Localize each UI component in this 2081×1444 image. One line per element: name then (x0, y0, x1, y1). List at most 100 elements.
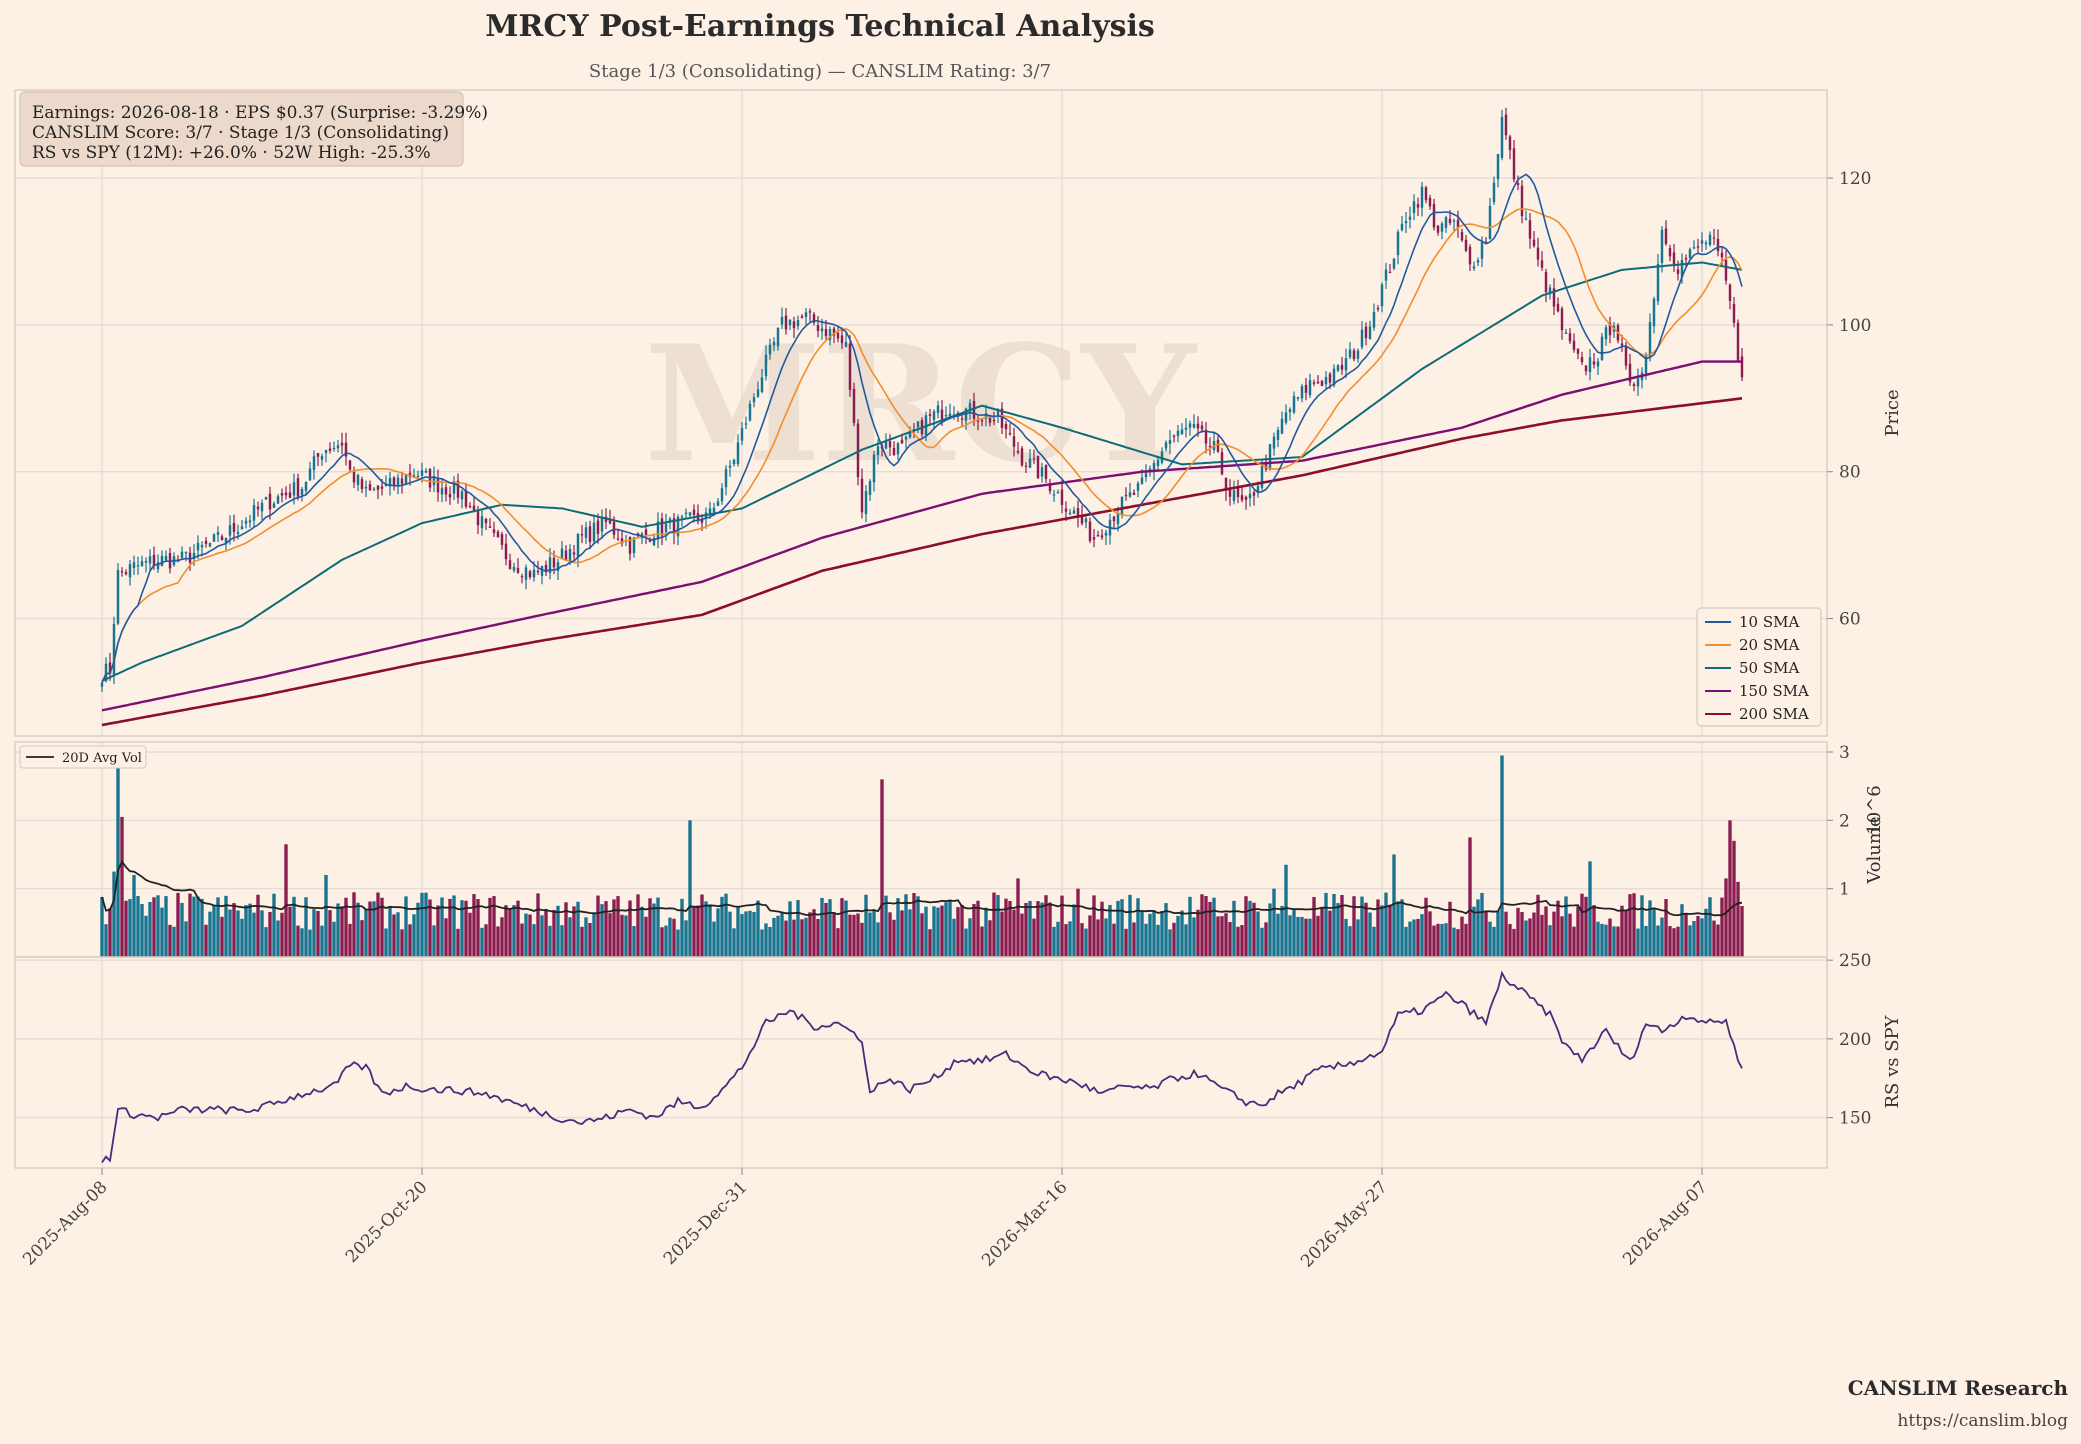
volume-bar (1372, 926, 1376, 957)
volume-bar (484, 924, 488, 957)
candle-body (1708, 234, 1712, 245)
candle-body (200, 545, 204, 548)
volume-bar (1064, 924, 1068, 957)
volume-bar (784, 920, 788, 957)
candle-body (1168, 440, 1172, 444)
candle-body (1476, 260, 1480, 263)
volume-bar (1196, 909, 1200, 957)
volume-bar (1592, 905, 1596, 957)
candle-body (160, 555, 164, 567)
volume-bar (644, 916, 648, 957)
candle-body (1536, 247, 1540, 260)
candle-body (1336, 365, 1340, 371)
volume-bar (1256, 911, 1260, 957)
info-line-rs: RS vs SPY (12M): +26.0% · 52W High: -25.… (32, 143, 431, 163)
info-line-earnings: Earnings: 2026-08-18 · EPS $0.37 (Surpri… (32, 103, 488, 123)
volume-bar (1700, 918, 1704, 957)
volume-bar (916, 896, 920, 957)
candle-body (940, 409, 944, 420)
candle-body (132, 562, 136, 569)
candle-body (1720, 252, 1724, 258)
candle-body (1628, 363, 1632, 383)
candle-body (976, 420, 980, 422)
volume-bar (848, 914, 852, 957)
volume-bar (560, 925, 564, 957)
volume-bar (1012, 909, 1016, 957)
volume-bar (820, 897, 824, 957)
candle-body (1364, 326, 1368, 339)
volume-bar (776, 915, 780, 957)
candle-body (476, 509, 480, 526)
candle-body (740, 428, 744, 441)
volume-bar (920, 913, 924, 957)
volume-bar (656, 897, 660, 957)
candle-body (356, 474, 360, 486)
rs-grid (15, 957, 1827, 1168)
volume-bar (1572, 926, 1576, 957)
volume-bar (808, 912, 812, 957)
candle-body (284, 492, 288, 496)
candle-body (1452, 220, 1456, 222)
volume-bar (888, 912, 892, 957)
candle-body (328, 448, 332, 451)
volume-bar (132, 875, 136, 957)
volume-bar (536, 893, 540, 957)
volume-bar (1252, 902, 1256, 957)
candle-body (1608, 323, 1612, 336)
volume-bar (1084, 928, 1088, 957)
candle-body (744, 423, 748, 425)
volume-bar (348, 923, 352, 957)
candle-body (712, 507, 716, 513)
candle-body (1004, 423, 1008, 430)
volume-bar (1460, 916, 1464, 957)
volume-bar (868, 912, 872, 957)
volume-bar (512, 905, 516, 957)
candle-body (1048, 483, 1052, 492)
candle-body (1156, 459, 1160, 466)
volume-bar (1560, 916, 1564, 957)
candle-body (1380, 284, 1384, 307)
volume-bar (1332, 893, 1336, 957)
candle-body (688, 512, 692, 516)
candle-body (292, 482, 296, 496)
candle-body (1620, 343, 1624, 346)
x-tick-label: 2026-May-27 (1297, 1177, 1391, 1271)
volume-bar (692, 906, 696, 957)
candle-body (908, 432, 912, 438)
volume-bar (268, 911, 272, 957)
volume-bar (840, 898, 844, 957)
candle-body (760, 377, 764, 392)
volume-bar (1152, 910, 1156, 957)
candle-body (240, 526, 244, 530)
candle-body (536, 570, 540, 573)
volume-bar (828, 899, 832, 957)
volume-bar (300, 928, 304, 957)
volume-bar (1020, 913, 1024, 957)
volume-bar (408, 924, 412, 957)
candle-body (1492, 182, 1496, 203)
x-tick-label: 2025-Aug-08 (19, 1177, 111, 1269)
volume-bar (944, 902, 948, 957)
candle-body (648, 539, 652, 542)
candle-body (1188, 423, 1192, 428)
volume-bar (704, 901, 708, 957)
volume-bar (980, 926, 984, 957)
volume-bar (112, 871, 116, 957)
candle-body (1068, 512, 1072, 514)
candle-body (860, 478, 864, 513)
candle-body (1652, 298, 1656, 327)
volume-bar (1284, 864, 1288, 957)
volume-bar (312, 909, 316, 957)
volume-bar (1296, 916, 1300, 957)
volume-bar (1668, 926, 1672, 957)
volume-bar (1328, 910, 1332, 957)
volume-bar (1428, 911, 1432, 957)
volume-bar (1624, 909, 1628, 957)
candle-body (1144, 473, 1148, 478)
volume-bar (672, 918, 676, 957)
candle-body (1540, 260, 1544, 268)
candle-body (1176, 430, 1180, 436)
volume-bar (1216, 916, 1220, 957)
candle-body (1324, 377, 1328, 385)
volume-bar (420, 892, 424, 957)
